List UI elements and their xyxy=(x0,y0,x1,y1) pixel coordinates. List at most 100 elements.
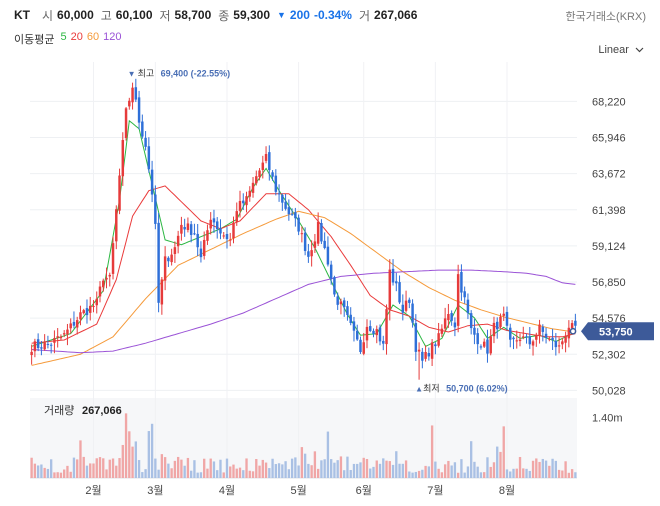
volume-bar xyxy=(290,458,294,478)
candle-body xyxy=(440,328,444,334)
volume-bar xyxy=(554,460,558,478)
volume-bar xyxy=(53,472,56,478)
candle-body xyxy=(567,327,571,339)
candle-body xyxy=(476,333,479,345)
volume-bar xyxy=(470,441,473,478)
volume-bar xyxy=(310,465,313,478)
volume-bar xyxy=(440,472,444,478)
candle-body xyxy=(56,336,59,338)
volume-bar xyxy=(450,465,453,478)
volume-bar xyxy=(33,463,37,478)
volume-bar xyxy=(463,472,466,478)
candle-body xyxy=(541,326,545,332)
candle-body xyxy=(40,347,43,349)
candle-body xyxy=(437,333,440,346)
x-tick-label: 4월 xyxy=(219,484,235,497)
volume-value: 267,066 xyxy=(374,8,418,22)
volume-bar xyxy=(245,458,248,478)
candle-body xyxy=(509,327,512,340)
candle-body xyxy=(411,303,414,323)
volume-bar xyxy=(79,440,82,478)
scale-mode-dropdown[interactable]: Linear xyxy=(598,44,644,56)
volume-bar xyxy=(476,466,479,478)
volume-bar xyxy=(404,460,408,478)
change-percent: -0.34% xyxy=(313,8,352,22)
candle-body xyxy=(414,323,418,352)
ma-legend-60[interactable]: 60 xyxy=(86,31,100,43)
volume-bar xyxy=(375,460,378,478)
candle-body xyxy=(222,235,225,237)
volume-bar xyxy=(43,467,46,478)
volume-bar xyxy=(362,457,365,478)
volume-bar xyxy=(538,461,541,478)
scale-mode-label: Linear xyxy=(598,44,629,56)
volume-bar xyxy=(333,462,336,478)
volume-bar xyxy=(548,465,551,478)
candle-body xyxy=(160,279,164,305)
volume-bar xyxy=(535,458,538,478)
candle-body xyxy=(421,351,424,361)
volume-bar xyxy=(486,457,489,478)
candle-body xyxy=(362,342,365,354)
candle-body xyxy=(85,308,89,316)
volume-bar xyxy=(414,471,418,478)
candle-body xyxy=(463,291,466,298)
open-price: 60,000 xyxy=(57,8,94,22)
volume-bar xyxy=(466,466,470,478)
candle-body xyxy=(408,299,411,303)
candle-body xyxy=(339,301,343,305)
volume-bar xyxy=(401,463,404,478)
candle-body xyxy=(564,336,567,343)
volume-bar xyxy=(141,472,144,478)
candle-body xyxy=(189,224,193,235)
candle-body xyxy=(150,169,154,195)
y-tick-label: 68,220 xyxy=(592,96,626,108)
candle-body xyxy=(323,240,326,248)
volume-bar xyxy=(505,469,509,478)
volume-bar xyxy=(479,472,483,478)
volume-bar xyxy=(567,472,571,478)
ticker-symbol: KT xyxy=(14,8,30,22)
volume-bar xyxy=(248,470,251,478)
candle-body xyxy=(349,314,352,323)
volume-bar xyxy=(163,457,167,478)
y-tick-label: 54,576 xyxy=(592,313,626,325)
candle-body xyxy=(144,137,147,147)
candle-body xyxy=(284,201,287,209)
candle-body xyxy=(232,222,235,239)
volume-bar xyxy=(326,431,330,478)
candle-body xyxy=(118,175,121,211)
candle-body xyxy=(108,274,112,277)
volume-bar xyxy=(147,431,151,478)
volume-bar xyxy=(167,463,170,478)
volume-bar xyxy=(258,465,261,478)
volume-bar xyxy=(561,470,564,478)
volume-bar xyxy=(137,460,141,478)
candle-body xyxy=(59,336,63,339)
close-label: 종 xyxy=(218,8,230,23)
volume-bar xyxy=(98,457,102,478)
ma-legend-120[interactable]: 120 xyxy=(103,31,122,43)
volume-bar xyxy=(111,458,115,478)
volume-bar xyxy=(196,472,199,478)
volume-bar xyxy=(509,471,512,478)
candle-body xyxy=(157,222,160,303)
candle-body xyxy=(75,320,79,328)
candle-body xyxy=(398,282,401,303)
volume-bar xyxy=(124,413,128,478)
volume-bar xyxy=(102,458,105,478)
volume-bar xyxy=(212,461,216,478)
candle-body xyxy=(111,243,115,274)
candle-body xyxy=(46,343,50,345)
volume-bar xyxy=(92,463,95,478)
volume-bar xyxy=(189,470,193,478)
candle-body xyxy=(518,339,522,342)
volume-bar xyxy=(307,463,310,478)
volume-bar xyxy=(408,471,411,478)
ma-legend-20[interactable]: 20 xyxy=(70,31,83,43)
ma-legend-5[interactable]: 5 xyxy=(60,31,67,43)
volume-bar xyxy=(235,468,238,478)
y-tick-label: 56,850 xyxy=(592,277,626,289)
volume-bar xyxy=(330,459,333,478)
